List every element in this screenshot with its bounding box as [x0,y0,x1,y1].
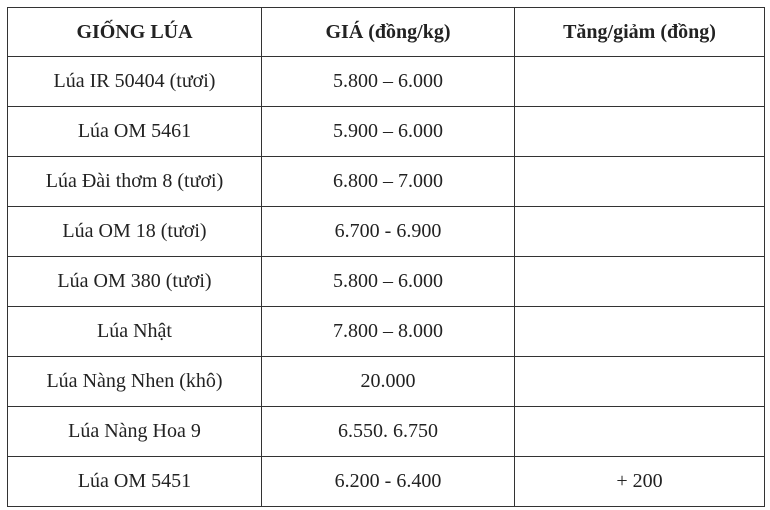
table-row: Lúa Nàng Nhen (khô) 20.000 [7,356,765,407]
header-cell: GIÁ (đồng/kg) [261,7,515,57]
table-row: Lúa IR 50404 (tươi) 5.800 – 6.000 [7,56,765,107]
table-cell: 20.000 [261,356,515,407]
table-cell: Lúa Nàng Nhen (khô) [7,356,262,407]
table-row: Lúa OM 18 (tươi) 6.700 - 6.900 [7,206,765,257]
table-cell: 6.800 – 7.000 [261,156,515,207]
header-row: GIỐNG LÚA GIÁ (đồng/kg) Tăng/giảm (đồng) [7,7,765,57]
header-cell: Tăng/giảm (đồng) [514,7,765,57]
header-cell: GIỐNG LÚA [7,7,262,57]
table-cell: + 200 [514,456,765,507]
table-row: Lúa OM 380 (tươi) 5.800 – 6.000 [7,256,765,307]
empty-cell [514,56,765,107]
table-cell: 6.700 - 6.900 [261,206,515,257]
table-cell: 5.800 – 6.000 [261,256,515,307]
empty-cell [514,406,765,457]
table-cell: Lúa OM 5451 [7,456,262,507]
table-cell: Lúa OM 18 (tươi) [7,206,262,257]
table-cell: Lúa Đài thơm 8 (tươi) [7,156,262,207]
table-row: Lúa OM 5451 6.200 - 6.400 + 200 [7,456,765,507]
table-cell: Lúa OM 5461 [7,106,262,157]
table-cell: Lúa Nhật [7,306,262,357]
empty-cell [514,106,765,157]
empty-cell [514,306,765,357]
empty-cell [514,206,765,257]
table-cell: 7.800 – 8.000 [261,306,515,357]
table-row: Lúa OM 5461 5.900 – 6.000 [7,106,765,157]
table-row: Lúa Đài thơm 8 (tươi) 6.800 – 7.000 [7,156,765,207]
table-cell: 5.900 – 6.000 [261,106,515,157]
empty-cell [514,156,765,207]
table-row: Lúa Nàng Hoa 9 6.550. 6.750 [7,406,765,457]
table-cell: Lúa IR 50404 (tươi) [7,56,262,107]
table-cell: 6.200 - 6.400 [261,456,515,507]
table-row: Lúa Nhật 7.800 – 8.000 [7,306,765,357]
price-table: GIỐNG LÚA GIÁ (đồng/kg) Tăng/giảm (đồng) L… [7,7,765,507]
table-cell: Lúa OM 380 (tươi) [7,256,262,307]
empty-cell [514,256,765,307]
empty-cell [514,356,765,407]
table-cell: 6.550. 6.750 [261,406,515,457]
table-cell: Lúa Nàng Hoa 9 [7,406,262,457]
page: GIỐNG LÚA GIÁ (đồng/kg) Tăng/giảm (đồng) L… [7,7,765,507]
table-cell: 5.800 – 6.000 [261,56,515,107]
